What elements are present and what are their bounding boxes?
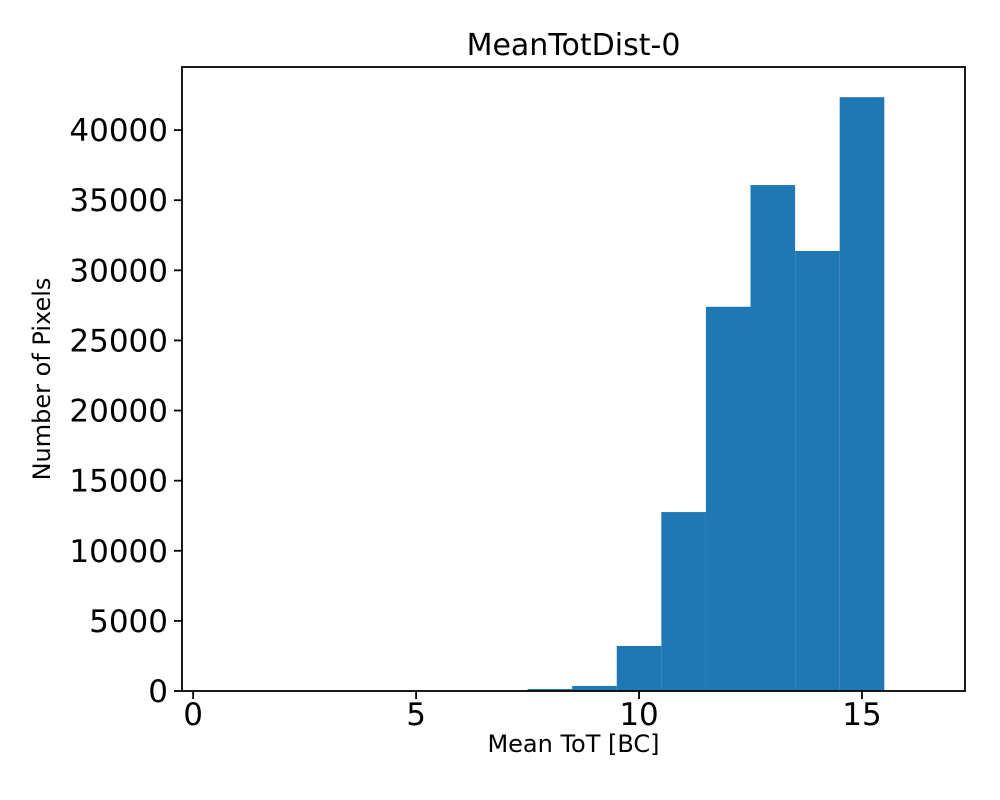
chart-title: MeanTotDist-0	[466, 28, 681, 63]
y-tick-label: 30000	[69, 253, 168, 289]
x-tick-label: 0	[183, 697, 203, 733]
histogram-bar	[616, 645, 662, 691]
x-tick-label: 10	[619, 697, 658, 733]
y-tick-label: 35000	[69, 183, 168, 219]
y-tick-label: 10000	[69, 534, 168, 570]
y-tick-label: 20000	[69, 394, 168, 430]
histogram-bar	[750, 185, 796, 691]
y-tick-label: 0	[148, 674, 168, 710]
histogram-bar	[572, 685, 617, 691]
x-tick-label: 5	[406, 697, 426, 733]
y-tick-label: 40000	[69, 113, 168, 149]
x-tick-label: 15	[842, 697, 881, 733]
y-tick-label: 5000	[89, 604, 168, 640]
y-axis-label: Number of Pixels	[28, 277, 56, 481]
y-tick-label: 25000	[69, 323, 168, 359]
histogram-bar	[705, 306, 751, 691]
x-axis-label: Mean ToT [BC]	[487, 730, 660, 758]
plot-border	[181, 66, 966, 692]
histogram-bar	[795, 250, 840, 691]
y-tick-label: 15000	[69, 464, 168, 500]
histogram-bar	[839, 97, 885, 691]
histogram-bar	[527, 689, 573, 691]
histogram-bar	[661, 512, 706, 691]
